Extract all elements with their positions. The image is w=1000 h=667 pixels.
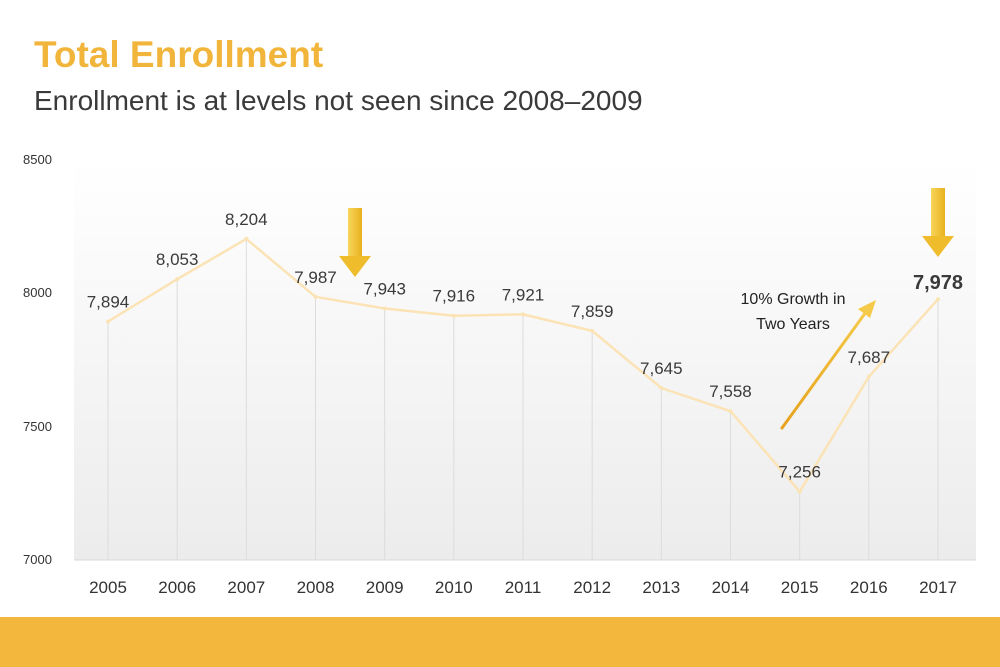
data-point-2011	[521, 312, 525, 317]
x-tick-label-2017: 2017	[919, 578, 957, 597]
growth-arrow-head	[858, 300, 876, 318]
data-label-2013: 7,645	[640, 359, 683, 378]
x-tick-label-2012: 2012	[573, 578, 611, 597]
x-tick-label-2006: 2006	[158, 578, 196, 597]
x-tick-label-2011: 2011	[505, 578, 542, 597]
page-subtitle: Enrollment is at levels not seen since 2…	[34, 85, 643, 116]
data-points	[106, 236, 940, 494]
footer-bar	[0, 617, 1000, 667]
x-axis: 2005 2006 2007 2008 2009 2010 2011 2012 2013 2014…	[89, 578, 957, 597]
data-point-2017	[936, 297, 940, 302]
x-tick-label-2014: 2014	[712, 578, 750, 597]
x-tick-label-2010: 2010	[435, 578, 473, 597]
data-label-2012: 7,859	[571, 302, 614, 321]
y-tick-label: 8500	[23, 152, 52, 167]
x-tick-label-2015: 2015	[781, 578, 819, 597]
data-point-2015	[797, 489, 802, 494]
x-tick-label-2008: 2008	[297, 578, 335, 597]
data-label-2016: 7,687	[848, 348, 891, 367]
growth-annotation: 10% Growth in Two Years	[741, 291, 876, 430]
data-point-2009	[382, 306, 387, 311]
data-label-2015: 7,256	[778, 463, 821, 482]
data-point-2016	[866, 374, 871, 379]
growth-annotation-line1: 10% Growth in	[741, 291, 846, 308]
data-point-2013	[659, 386, 664, 390]
drop-lines	[107, 238, 939, 560]
down-arrow-2017	[922, 188, 954, 257]
x-tick-label-2007: 2007	[227, 578, 265, 597]
y-tick-label: 7000	[23, 552, 52, 567]
data-label-2010: 7,916	[433, 287, 476, 306]
down-arrow-2008	[339, 208, 371, 277]
y-axis: 7000 7500 8000 8500	[23, 152, 52, 567]
data-point-2014	[728, 409, 733, 414]
x-tick-label-2016: 2016	[850, 578, 888, 597]
plot-background	[74, 160, 976, 560]
data-labels: 7,894 8,053 8,204 7,987 7,943 7,916 7,921 7,859…	[87, 210, 963, 482]
data-label-2007: 8,204	[225, 210, 268, 229]
data-label-2008: 7,987	[294, 268, 337, 287]
data-label-2009: 7,943	[363, 280, 406, 299]
data-label-2006: 8,053	[156, 250, 199, 269]
data-label-2011: 7,921	[502, 285, 545, 304]
data-point-2012	[590, 328, 595, 333]
data-point-2007	[244, 236, 249, 241]
data-point-2010	[451, 313, 456, 318]
page-title: Total Enrollment	[34, 34, 324, 75]
data-point-2008	[313, 294, 318, 299]
data-point-2005	[106, 319, 110, 324]
data-point-2006	[175, 277, 180, 282]
growth-arrow-shaft	[780, 310, 868, 430]
data-label-2005: 7,894	[87, 293, 130, 312]
data-label-2017: 7,978	[913, 272, 963, 294]
y-tick-label: 7500	[23, 419, 52, 434]
x-tick-label-2005: 2005	[89, 578, 127, 597]
x-tick-label-2013: 2013	[642, 578, 680, 597]
y-tick-label: 8000	[23, 285, 52, 300]
x-tick-label-2009: 2009	[366, 578, 404, 597]
growth-annotation-line2: Two Years	[756, 316, 830, 333]
data-label-2014: 7,558	[709, 382, 752, 401]
